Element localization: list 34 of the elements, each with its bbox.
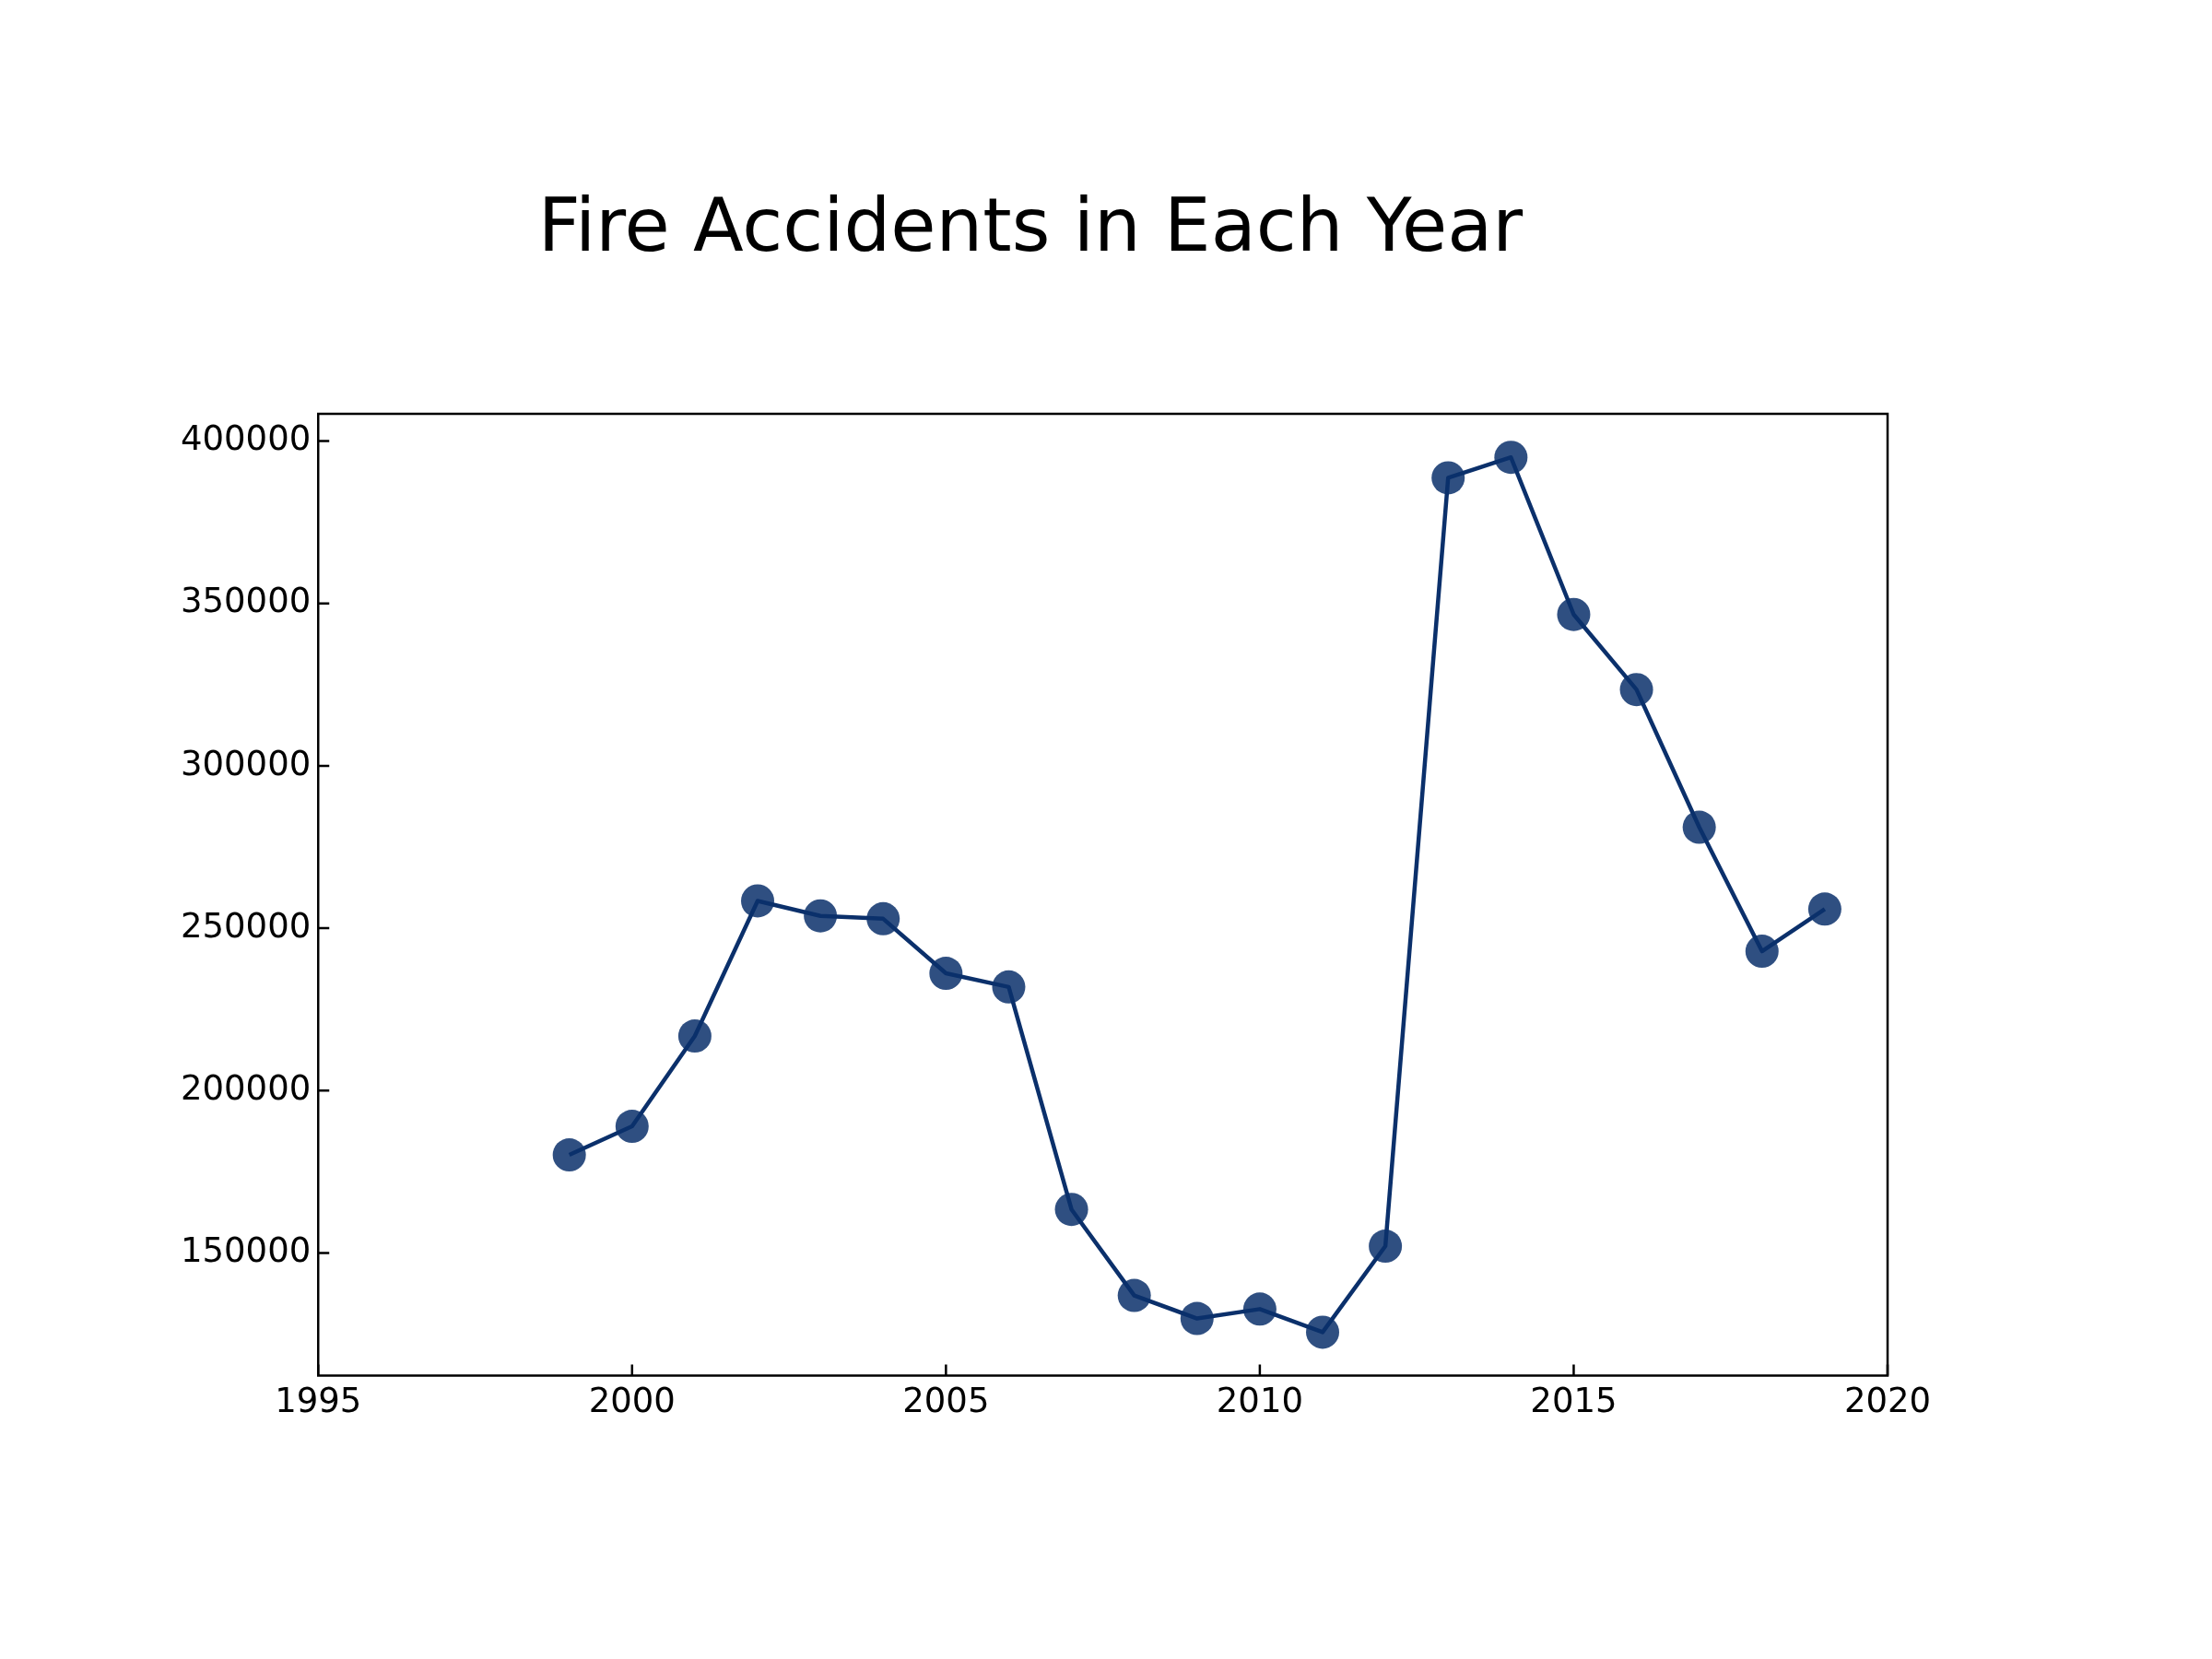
point (804, 899, 838, 933)
y-tick-label: 350000 (180, 581, 312, 621)
y-tick-label: 300000 (180, 743, 312, 783)
x-tick-label: 2020 (1843, 1381, 1932, 1421)
point (1117, 1278, 1151, 1312)
point (1369, 1230, 1403, 1264)
point (1431, 461, 1465, 495)
point (1682, 810, 1716, 844)
y-tick-label: 150000 (180, 1230, 312, 1271)
point (1054, 1193, 1088, 1227)
point (1306, 1315, 1340, 1349)
y-tick-label: 250000 (180, 905, 312, 946)
chart-title: Fire Accidents in Each Year (537, 182, 1524, 268)
y-tick-label: 200000 (180, 1067, 312, 1108)
point (615, 1110, 649, 1144)
point (992, 970, 1026, 1004)
point (1180, 1301, 1214, 1335)
y-tick-label: 400000 (180, 418, 312, 459)
point (929, 957, 963, 991)
point (1494, 441, 1528, 475)
point (866, 901, 900, 935)
point (552, 1138, 586, 1172)
point (1807, 892, 1841, 926)
x-tick-label: 2005 (902, 1381, 990, 1421)
point (1242, 1292, 1277, 1326)
point (741, 884, 775, 918)
point (677, 1019, 712, 1053)
point (1557, 597, 1591, 631)
x-tick-label: 2015 (1530, 1381, 1618, 1421)
point (1745, 935, 1779, 969)
x-tick-label: 1995 (275, 1381, 362, 1421)
x-tick-label: 2010 (1216, 1381, 1303, 1421)
point (1619, 673, 1653, 707)
x-tick-label: 2000 (588, 1381, 676, 1421)
